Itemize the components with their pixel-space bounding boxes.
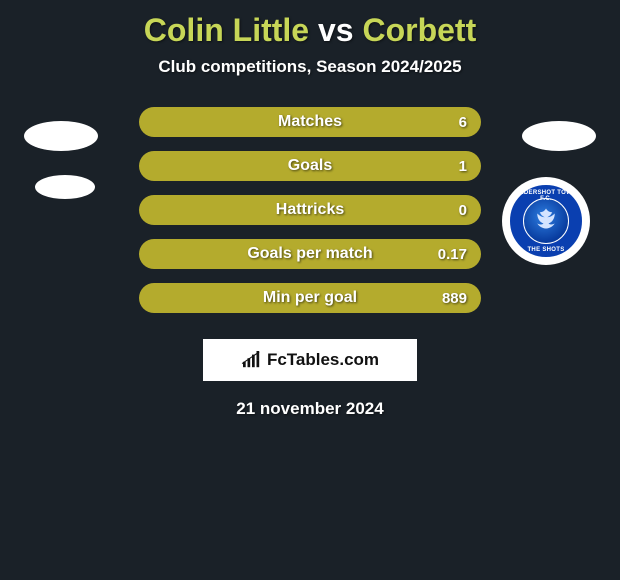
stat-label: Goals	[288, 157, 332, 175]
player2-club-badge: ALDERSHOT TOWN F.C. THE SHOTS	[502, 177, 590, 265]
player2-name: Corbett	[362, 12, 476, 48]
stat-right-value: 889	[442, 290, 467, 307]
page-title: Colin Little vs Corbett	[0, 12, 620, 49]
stat-bar-goals-per-match: Goals per match 0.17	[139, 239, 481, 269]
badge-bottom-text: THE SHOTS	[510, 247, 582, 253]
stat-right-value: 6	[459, 114, 467, 131]
vs-separator: vs	[318, 12, 354, 48]
badge-ring: ALDERSHOT TOWN F.C. THE SHOTS	[507, 182, 585, 260]
comparison-card: Colin Little vs Corbett Club competition…	[0, 0, 620, 419]
bar-chart-icon	[241, 351, 263, 369]
stat-bar-goals: Goals 1	[139, 151, 481, 181]
club-badge: ALDERSHOT TOWN F.C. THE SHOTS	[502, 177, 590, 265]
ellipse-icon	[35, 175, 95, 199]
attribution-text: FcTables.com	[267, 350, 379, 370]
ellipse-icon	[522, 121, 596, 151]
ellipse-icon	[24, 121, 98, 151]
player2-club-crest-1	[522, 121, 596, 151]
stat-right-value: 0.17	[438, 246, 467, 263]
stat-label: Min per goal	[263, 289, 357, 307]
stat-right-value: 1	[459, 158, 467, 175]
phoenix-icon	[531, 206, 561, 236]
stat-right-value: 0	[459, 202, 467, 219]
player1-name: Colin Little	[144, 12, 309, 48]
stat-row: Min per goal 889	[0, 283, 620, 313]
stat-label: Goals per match	[247, 245, 372, 263]
stat-bar-hattricks: Hattricks 0	[139, 195, 481, 225]
date: 21 november 2024	[0, 399, 620, 419]
stat-bar-matches: Matches 6	[139, 107, 481, 137]
badge-top-text: ALDERSHOT TOWN F.C.	[510, 190, 582, 202]
subtitle: Club competitions, Season 2024/2025	[0, 57, 620, 77]
stat-label: Matches	[278, 113, 342, 131]
stat-label: Hattricks	[276, 201, 344, 219]
stat-bar-min-per-goal: Min per goal 889	[139, 283, 481, 313]
player1-club-crest-1	[24, 121, 98, 151]
attribution-link[interactable]: FcTables.com	[203, 339, 417, 381]
player1-club-crest-2	[35, 175, 95, 199]
badge-center	[523, 198, 569, 244]
